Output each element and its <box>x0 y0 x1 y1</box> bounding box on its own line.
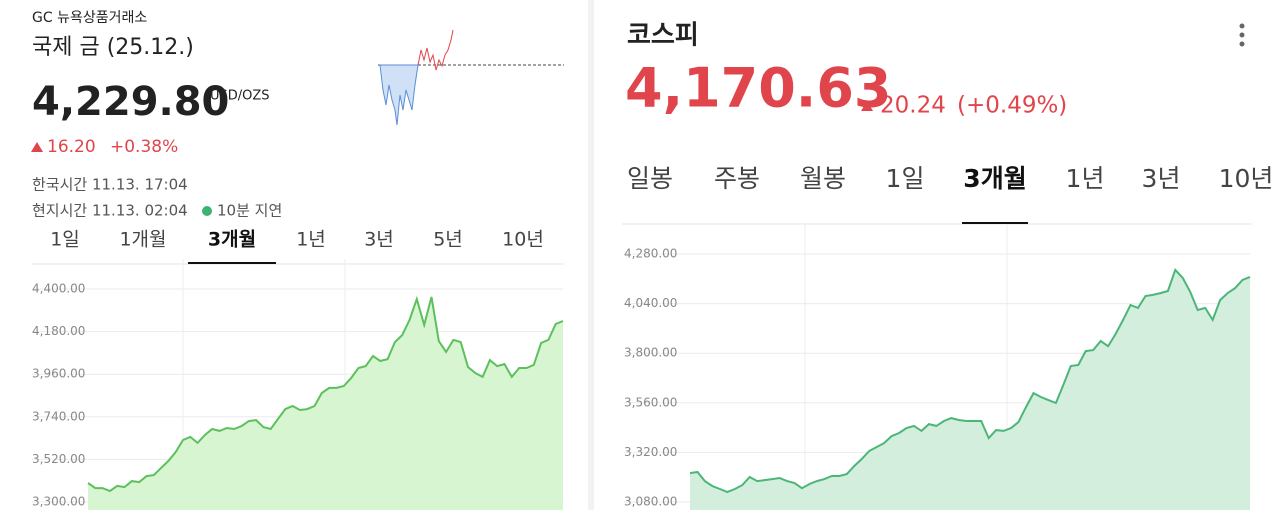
index-name: 코스피 <box>627 21 699 51</box>
y-tick-label: 3,300.00 <box>32 495 85 509</box>
y-tick-label: 3,520.00 <box>32 452 85 466</box>
tab[interactable]: 1년 <box>296 229 326 251</box>
sparkline-down <box>379 64 419 126</box>
tab[interactable]: 3년 <box>364 229 394 251</box>
line <box>87 295 564 493</box>
y-tick-label: 4,400.00 <box>32 282 85 296</box>
index-change: 20.24 <box>880 93 946 119</box>
tab[interactable]: 1일 <box>886 164 925 193</box>
y-tick-label: 3,960.00 <box>32 367 85 381</box>
price: 4,229.80 <box>32 79 229 125</box>
scroll-mask <box>0 218 588 226</box>
delay: 10분 지연 <box>217 202 282 220</box>
tab[interactable]: 1년 <box>1066 164 1105 193</box>
tab[interactable]: 3년 <box>1142 164 1181 193</box>
up-arrow <box>31 142 43 152</box>
y-tick-label: 3,080.00 <box>624 495 677 509</box>
area-fill <box>690 269 1250 510</box>
change: 16.20 <box>47 137 96 157</box>
y-tick-label: 3,800.00 <box>624 346 677 360</box>
y-tick-label: 3,320.00 <box>624 445 677 459</box>
sparkline-up <box>417 29 454 71</box>
tab[interactable]: 3개월 <box>208 229 256 251</box>
sparkline <box>378 29 564 126</box>
y-tick-label: 4,040.00 <box>624 296 677 310</box>
line <box>689 268 1251 494</box>
tab[interactable]: 10년 <box>502 229 544 251</box>
y-tick-label: 4,280.00 <box>624 247 677 261</box>
up-arrow <box>861 101 873 111</box>
tab[interactable]: 10년 <box>1219 164 1274 193</box>
tab[interactable]: 5년 <box>433 229 463 251</box>
local-time: 현지시간 11.13. 02:04 <box>32 202 188 220</box>
y-tick-label: 3,740.00 <box>32 409 85 423</box>
tab[interactable]: 3개월 <box>963 164 1026 193</box>
tab[interactable]: 일봉 <box>627 164 673 193</box>
tab[interactable]: 주봉 <box>714 164 760 193</box>
unit: USD/OZS <box>210 89 270 104</box>
menu-dot[interactable] <box>1239 23 1245 29</box>
instrument-name: 국제 금 (25.12.) <box>32 35 194 60</box>
live-dot <box>202 206 212 216</box>
tab[interactable]: 월봉 <box>800 164 846 193</box>
tab[interactable]: 1개월 <box>119 229 166 251</box>
menu-dot[interactable] <box>1239 32 1245 38</box>
y-tick-label: 3,560.00 <box>624 395 677 409</box>
divider <box>588 0 594 510</box>
tab[interactable]: 1일 <box>50 229 80 251</box>
index-change-percent: (+0.49%) <box>957 93 1067 119</box>
change-percent: +0.38% <box>110 137 178 157</box>
index-price: 4,170.63 <box>625 57 891 120</box>
y-tick-label: 4,180.00 <box>32 324 85 338</box>
korea-time: 한국시간 11.13. 17:04 <box>32 176 188 194</box>
exchange: GC 뉴욕상품거래소 <box>32 10 147 26</box>
menu-dot[interactable] <box>1239 41 1245 47</box>
